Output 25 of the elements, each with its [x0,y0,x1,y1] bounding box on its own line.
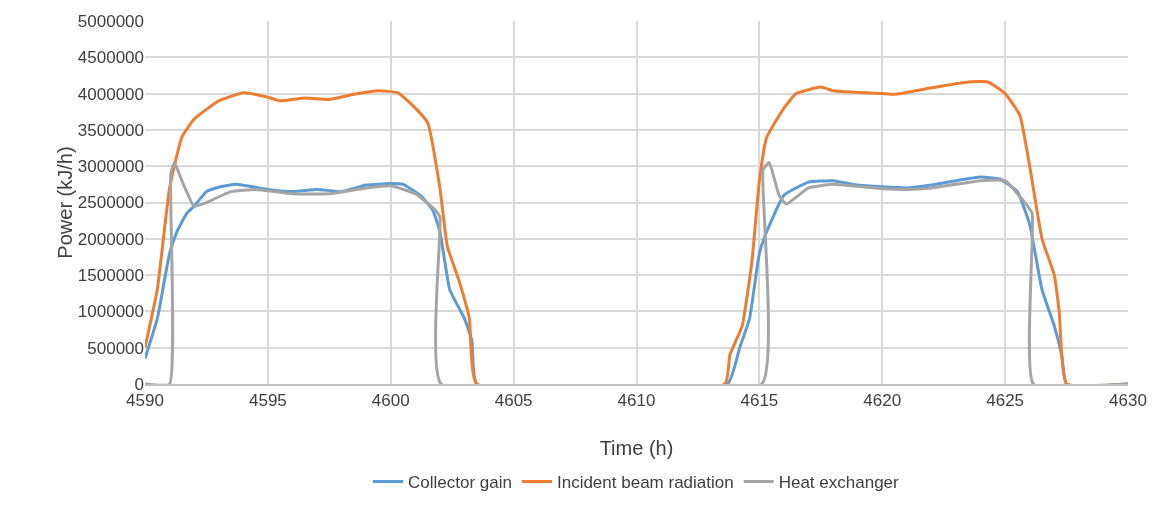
x-tick-label: 4595 [248,391,287,411]
y-tick-label: 4500000 [77,48,144,68]
x-tick-label: 4590 [126,391,164,411]
y-tick-label: 0 [134,374,144,394]
legend-label: Heat exchanger [778,473,900,493]
x-tick-label: 4605 [494,391,533,411]
x-tick-label: 4610 [617,391,656,411]
y-tick-label: 3500000 [77,120,144,140]
y-tick-label: 3000000 [77,157,144,177]
y-tick-label: 1000000 [77,302,144,322]
x-tick-label: 4630 [1109,391,1147,411]
y-tick-label: 4000000 [77,84,144,104]
x-tick-label: 4625 [986,391,1025,411]
y-tick-label: 500000 [87,338,144,358]
y-tick-label: 1500000 [77,266,144,286]
x-tick-label: 4620 [863,391,902,411]
legend-label: Collector gain [408,473,512,493]
y-tick-label: 2000000 [77,229,144,249]
legend-label: Incident beam radiation [556,473,734,493]
x-tick-label: 4615 [740,391,779,411]
x-axis-title: Time (h) [599,437,674,459]
y-tick-label: 2500000 [77,193,144,213]
y-tick-label: 5000000 [77,11,144,31]
y-axis-title: Power (kJ/h) [53,146,76,259]
x-tick-label: 4600 [371,391,410,411]
